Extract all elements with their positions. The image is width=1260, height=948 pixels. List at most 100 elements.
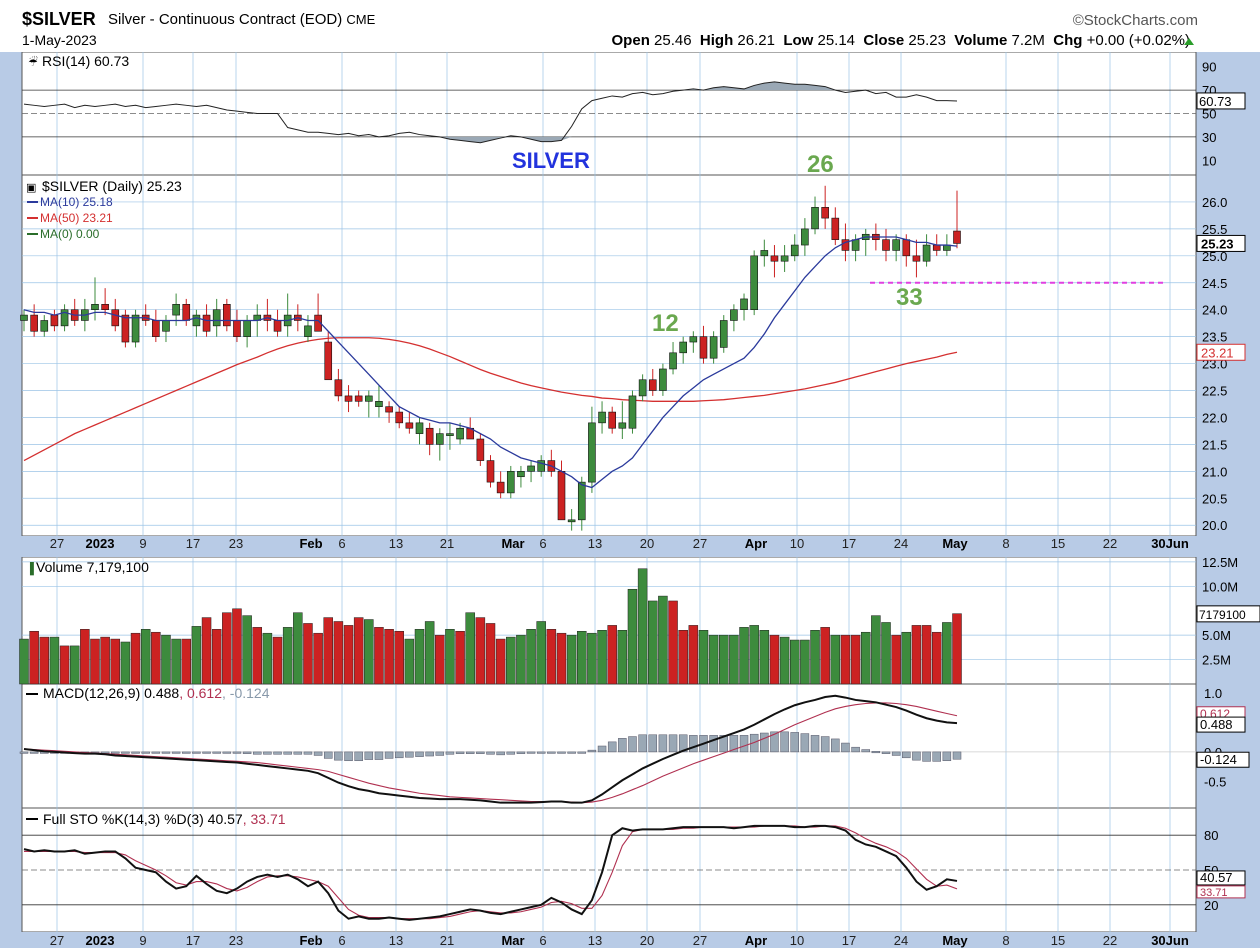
macd-hist-text: , -0.124: [222, 685, 270, 701]
ma50-value-box: [1196, 343, 1246, 361]
macd-histogram-bar: [506, 751, 516, 755]
volume-bar: [293, 612, 303, 685]
volume-y-tick: 5.0M: [1202, 628, 1231, 643]
macd-histogram-bar: [739, 735, 749, 753]
macd-histogram-bar: [384, 751, 394, 759]
macd-histogram-bar: [19, 751, 29, 754]
x-tick-label: 8: [1002, 933, 1009, 948]
sto-d-box: [1196, 885, 1246, 899]
volume-bar: [881, 622, 891, 685]
candle-body: [780, 255, 789, 262]
candle-body: [790, 244, 799, 257]
volume-bar: [688, 625, 699, 685]
macd-histogram-bar: [790, 732, 799, 753]
x-axis-strip-bottom: [0, 932, 1260, 948]
x-tick-label: 27: [50, 536, 64, 551]
low-value: 25.14: [817, 32, 856, 49]
volume-bar: [151, 631, 161, 685]
macd-histogram-bar: [831, 738, 840, 753]
rsi-y-tick: 30: [1202, 130, 1216, 145]
sto-y-tick: 80: [1204, 828, 1218, 843]
candle-body: [162, 320, 170, 332]
volume-bar: [536, 621, 546, 685]
volume-bar: [495, 638, 506, 685]
candle-body: [273, 320, 282, 332]
sto-d-text: , 33.71: [243, 811, 286, 827]
macd-histogram-bar: [628, 736, 637, 753]
candle-body: [577, 481, 586, 521]
candle-body: [719, 320, 728, 348]
macd-histogram-bar: [557, 751, 566, 754]
volume-bar: [475, 617, 486, 685]
candle-body: [405, 422, 414, 429]
volume-bar: [952, 613, 962, 685]
candle-body: [628, 395, 637, 429]
volume-bar: [840, 634, 851, 685]
macd-histogram-bar: [800, 733, 810, 753]
volume-bar: [708, 634, 719, 685]
x-tick-label: 24: [894, 536, 908, 551]
macd-histogram-bar: [516, 751, 526, 754]
macd-histogram-bar: [810, 735, 820, 753]
macd-histogram-bar: [881, 751, 891, 754]
candle-body: [730, 309, 738, 321]
macd-histogram-bar: [668, 734, 678, 753]
candle-body: [506, 471, 515, 494]
volume-bar: [465, 612, 475, 685]
volume-bar: [171, 638, 181, 685]
macd-histogram-bar: [141, 751, 150, 754]
macd-histogram-bar: [374, 751, 384, 760]
volume-bar: [90, 638, 100, 685]
chart-header: $SILVER Silver - Continuous Contract (EO…: [0, 0, 1260, 52]
candle-body: [334, 379, 343, 397]
candle-body: [60, 309, 69, 327]
candle-body: [476, 438, 485, 461]
price-y-tick: 20.0: [1202, 518, 1227, 533]
candle-body: [588, 422, 596, 483]
volume-bar: [404, 638, 415, 685]
candle-body: [608, 411, 616, 429]
macd-histogram-bar: [597, 745, 607, 753]
macd-histogram-bar: [232, 751, 242, 754]
source-watermark[interactable]: ©StockCharts.com: [1072, 12, 1198, 29]
volume-bar: [577, 630, 587, 685]
candle-body: [91, 304, 99, 311]
candle-body: [892, 239, 900, 251]
macd-histogram-bar: [29, 751, 39, 754]
price-panel: [21, 174, 1197, 537]
x-tick-label: 21: [440, 536, 454, 551]
volume-bar: [211, 629, 222, 685]
price-y-tick: 23.5: [1202, 330, 1227, 345]
x-tick-label: 6: [539, 536, 546, 551]
open-label: Open: [611, 32, 650, 49]
macd-histogram-bar: [567, 751, 576, 754]
volume-bar: [850, 634, 861, 685]
macd-histogram-bar: [658, 734, 668, 753]
volume-bar: [222, 612, 232, 685]
candle-body: [20, 314, 28, 321]
volume-bar: [374, 627, 384, 685]
candle-body: [618, 422, 627, 429]
x-tick-label: Mar: [501, 933, 524, 948]
candle-body: [50, 314, 59, 327]
annotation-12: 12: [652, 310, 679, 337]
volume-bar: [526, 629, 536, 685]
volume-bar: [921, 625, 932, 685]
rsi-value-box: [1196, 92, 1246, 110]
ma50-line: [23, 337, 958, 462]
macd-value: 0.488: [1200, 717, 1233, 732]
x-tick-label: 2023: [86, 933, 115, 948]
macd-histogram-bar: [912, 751, 921, 761]
volume-bar: [556, 632, 567, 685]
annotation-33: 33: [896, 284, 923, 311]
macd-histogram-bar: [851, 746, 860, 753]
volume-bar: [364, 619, 374, 685]
candle-body: [415, 422, 424, 434]
volume-y-tick: 10.0M: [1202, 579, 1238, 594]
sto-k-value: 40.57: [1200, 870, 1233, 885]
candle-body: [638, 379, 647, 397]
volume-y-tick: 2.5M: [1202, 653, 1231, 668]
ma50-value-label: 23.21: [1201, 345, 1234, 360]
candle-body: [811, 207, 819, 230]
candle-body: [770, 255, 779, 262]
